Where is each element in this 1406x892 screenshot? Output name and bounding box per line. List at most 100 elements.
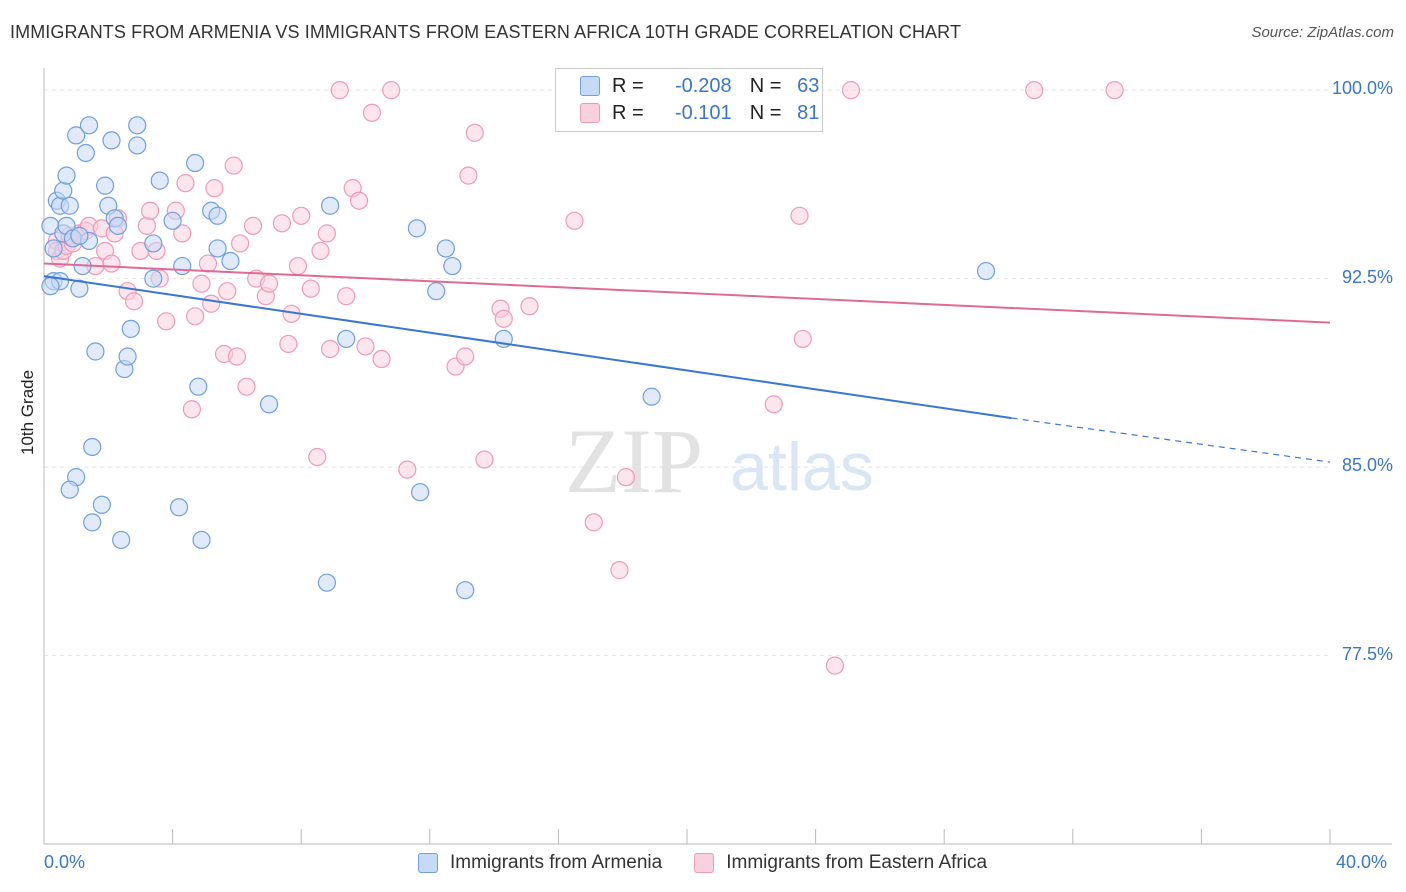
legend-r-value: -0.101 (674, 101, 732, 124)
data-point-armenia (186, 153, 205, 173)
data-point-eastern-africa (356, 337, 375, 356)
data-point-armenia (642, 387, 661, 406)
data-point-armenia (112, 530, 131, 550)
data-point-eastern-africa (1105, 81, 1124, 100)
data-point-eastern-africa (224, 156, 243, 175)
data-point-eastern-africa (825, 656, 844, 675)
data-point-eastern-africa (237, 377, 256, 396)
legend-row-eastern-africa: R = -0.101 N = 81 (580, 100, 819, 126)
data-point-armenia (173, 256, 192, 276)
data-point-armenia (411, 483, 430, 502)
data-point-eastern-africa (362, 103, 382, 122)
data-point-eastern-africa (321, 339, 340, 359)
chart-title: IMMIGRANTS FROM ARMENIA VS IMMIGRANTS FR… (10, 22, 962, 42)
data-point-eastern-africa (382, 81, 401, 100)
data-point-eastern-africa (456, 347, 475, 366)
data-point-eastern-africa (205, 179, 224, 198)
data-point-armenia (427, 282, 446, 301)
y-tick-label: 85.0% (1341, 455, 1393, 476)
data-point-eastern-africa (198, 254, 218, 273)
data-point-armenia (54, 181, 73, 200)
data-point-eastern-africa (349, 191, 369, 210)
legend-n-label: N = (749, 74, 782, 97)
data-point-armenia (70, 279, 89, 298)
data-point-armenia (144, 269, 163, 288)
series-swatch-blue (418, 853, 438, 873)
data-point-armenia (144, 234, 163, 253)
data-point-armenia (118, 347, 137, 366)
data-point-armenia (221, 251, 240, 271)
data-point-eastern-africa (288, 256, 308, 276)
data-point-armenia (443, 256, 462, 276)
data-point-eastern-africa (157, 312, 176, 331)
series-legend: Immigrants from Armenia Immigrants from … (418, 852, 1019, 874)
data-point-armenia (321, 196, 340, 215)
data-point-eastern-africa (372, 349, 391, 369)
x-tick-label-min: 0.0% (44, 852, 86, 872)
legend-row-armenia: R = -0.208 N = 63 (580, 73, 819, 99)
series-swatch-pink (694, 853, 715, 873)
data-point-armenia (92, 495, 111, 514)
data-point-eastern-africa (565, 211, 584, 230)
legend-n-value: 63 (797, 74, 820, 97)
correlation-legend: R = -0.208 N = 63 R = -0.101 N = 81 (555, 68, 823, 132)
data-point-eastern-africa (173, 224, 192, 243)
legend-r-value: -0.208 (674, 74, 732, 97)
data-point-armenia (67, 126, 86, 145)
data-point-eastern-africa (398, 460, 417, 479)
data-point-eastern-africa (459, 166, 478, 185)
data-point-eastern-africa (610, 561, 629, 580)
y-tick-label: 77.5% (1341, 643, 1393, 664)
watermark: ZIP atlas (565, 410, 874, 512)
data-point-armenia (108, 216, 128, 235)
data-point-armenia (456, 581, 475, 600)
watermark-atlas: atlas (730, 429, 874, 505)
y-tick-label: 100.0% (1331, 78, 1393, 99)
data-point-eastern-africa (337, 287, 356, 306)
data-point-armenia (259, 395, 279, 414)
data-point-armenia (128, 136, 147, 155)
data-point-eastern-africa (218, 282, 237, 301)
watermark-zip: ZIP (565, 410, 703, 512)
legend-swatch-pink (580, 103, 600, 123)
data-point-eastern-africa (279, 334, 298, 354)
data-point-armenia (76, 143, 95, 163)
trend-line-armenia-extrapolated (1011, 417, 1331, 463)
data-point-armenia (44, 239, 63, 258)
source-credit: Source: ZipAtlas.com (1251, 24, 1394, 41)
data-point-eastern-africa (202, 294, 221, 313)
data-point-eastern-africa (790, 206, 809, 225)
data-point-eastern-africa (616, 468, 636, 487)
data-point-armenia (83, 437, 102, 457)
data-point-eastern-africa (317, 224, 337, 243)
y-axis-label: 10th Grade (18, 369, 37, 455)
data-point-eastern-africa (186, 307, 205, 326)
data-point-eastern-africa (102, 254, 121, 273)
series-name-armenia: Immigrants from Armenia (450, 852, 663, 873)
data-point-armenia (57, 166, 76, 185)
data-point-eastern-africa (465, 123, 484, 142)
data-point-armenia (121, 319, 140, 338)
data-point-eastern-africa (841, 81, 861, 100)
legend-swatch-blue (580, 76, 600, 96)
data-point-armenia (337, 329, 356, 349)
data-point-armenia (192, 530, 211, 550)
legend-n-label: N = (749, 101, 782, 124)
data-point-armenia (208, 239, 227, 258)
data-point-eastern-africa (793, 329, 812, 349)
series-legend-eastern-africa: Immigrants from Eastern Africa (694, 852, 987, 874)
legend-r-label: R = (612, 101, 644, 124)
data-point-eastern-africa (140, 201, 160, 220)
data-point-armenia (83, 513, 102, 532)
data-point-eastern-africa (475, 450, 494, 469)
data-point-armenia (436, 239, 455, 258)
data-point-armenia (70, 226, 89, 245)
data-point-armenia (169, 498, 189, 517)
data-point-eastern-africa (584, 513, 603, 532)
data-point-eastern-africa (520, 297, 539, 316)
data-point-armenia (208, 206, 227, 225)
data-point-eastern-africa (1025, 81, 1044, 100)
data-point-armenia (317, 573, 337, 592)
data-point-eastern-africa (494, 309, 513, 328)
data-point-eastern-africa (137, 216, 156, 235)
